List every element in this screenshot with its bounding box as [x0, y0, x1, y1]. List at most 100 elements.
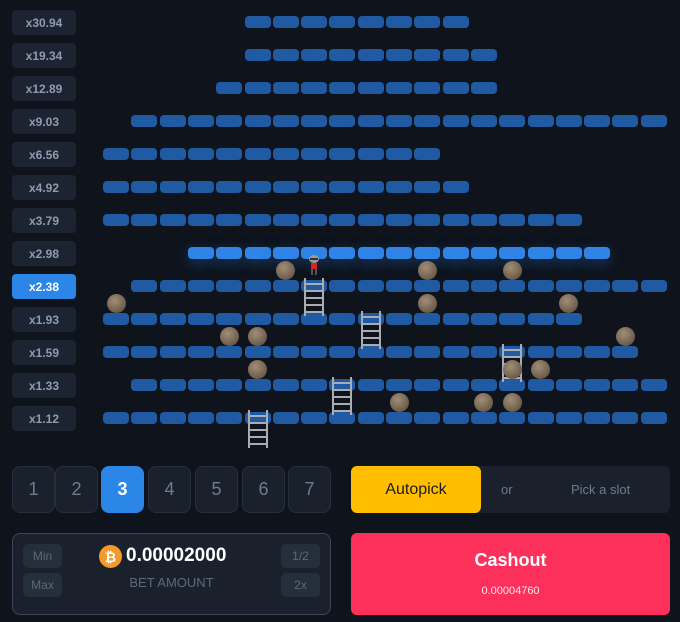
platform-slot[interactable] [301, 247, 328, 259]
multiplier-label: x1.33 [12, 373, 76, 398]
platform-slot [187, 313, 214, 325]
multiplier-label: x1.12 [12, 406, 76, 431]
platform-slot [103, 181, 129, 193]
platform-slot[interactable] [216, 247, 243, 259]
difficulty-button-2[interactable]: 2 [55, 466, 98, 513]
platform-slot [527, 214, 554, 226]
platform-slot [386, 16, 412, 28]
platform-slot[interactable] [470, 247, 497, 259]
double-button[interactable]: 2x [281, 573, 320, 597]
platform-slot [272, 280, 299, 292]
platform-slot[interactable] [272, 247, 299, 259]
multiplier-label: x6.56 [12, 142, 76, 167]
platform-slot[interactable] [499, 247, 526, 259]
platform-slot [187, 115, 214, 127]
platform-slot [187, 214, 214, 226]
platform-slot [442, 412, 469, 424]
platform-slot [386, 346, 412, 358]
min-button[interactable]: Min [23, 544, 62, 568]
cashout-label: Cashout [474, 550, 547, 570]
platform-slot [527, 280, 554, 292]
platform-slot [329, 82, 356, 94]
platform-slot [131, 280, 158, 292]
platform-slot[interactable] [357, 247, 384, 259]
multiplier-label: x4.92 [12, 175, 76, 200]
platform-slot [357, 346, 384, 358]
platform-slot[interactable] [386, 247, 412, 259]
platform-slot [272, 313, 299, 325]
bitcoin-icon: ₿ [99, 545, 122, 568]
platform-slot [216, 346, 243, 358]
platform-slot [499, 115, 526, 127]
platform-slot [584, 115, 611, 127]
platform-slot[interactable] [329, 247, 356, 259]
difficulty-button-7[interactable]: 7 [288, 466, 331, 513]
platform-slot [499, 214, 526, 226]
platform-slot [216, 115, 243, 127]
platform-slot [216, 82, 243, 94]
platform-slot [357, 16, 384, 28]
platform-slot [329, 412, 356, 424]
autopick-button[interactable]: Autopick [351, 466, 481, 513]
platform-slot [527, 313, 554, 325]
platform-slot [329, 214, 356, 226]
platform-slot [301, 115, 328, 127]
platform-slot[interactable] [244, 247, 271, 259]
rock-icon [502, 360, 522, 379]
platform-slot [499, 379, 526, 391]
platform-slot [329, 313, 356, 325]
platform-slot [216, 148, 243, 160]
rock-icon [417, 261, 437, 280]
cashout-button[interactable]: Cashout 0.00004760 [351, 533, 670, 615]
platform-slot[interactable] [584, 247, 611, 259]
platform-slot[interactable] [187, 247, 214, 259]
platform-slot [216, 214, 243, 226]
platform-slot [216, 280, 243, 292]
difficulty-button-3[interactable]: 3 [101, 466, 144, 513]
max-button[interactable]: Max [23, 573, 62, 597]
bet-amount-panel: Min Max 1/2 2x ₿ 0.00002000 BET AMOUNT [12, 533, 331, 615]
platform-slot [301, 16, 328, 28]
platform-slot [612, 280, 639, 292]
platform-slot[interactable] [442, 247, 469, 259]
platform-slot [216, 181, 243, 193]
platform-slot [301, 412, 328, 424]
platform-slot [555, 280, 582, 292]
multiplier-label: x9.03 [12, 109, 76, 134]
platform-slot [442, 214, 469, 226]
platform-slot [386, 82, 412, 94]
bet-amount-input[interactable]: 0.00002000 [126, 545, 227, 566]
platform-slot [414, 115, 441, 127]
platform-slot [159, 214, 186, 226]
platform-slot [386, 313, 412, 325]
platform-slot [386, 280, 412, 292]
rock-icon [276, 261, 296, 280]
platform-slot [357, 379, 384, 391]
platform-slot[interactable] [555, 247, 582, 259]
multiplier-label: x2.38 [12, 274, 76, 299]
multiplier-label: x19.34 [12, 43, 76, 68]
cashout-value: 0.00004760 [481, 585, 540, 597]
platform-slot [272, 346, 299, 358]
platform-slot [414, 16, 441, 28]
platform-slot[interactable] [527, 247, 554, 259]
platform-slot [414, 49, 441, 61]
platform-slot [527, 379, 554, 391]
difficulty-button-5[interactable]: 5 [195, 466, 238, 513]
platform-slot [386, 412, 412, 424]
difficulty-button-6[interactable]: 6 [242, 466, 285, 513]
platform-slot [131, 346, 158, 358]
half-button[interactable]: 1/2 [281, 544, 320, 568]
platform-slot [414, 346, 441, 358]
difficulty-button-1[interactable]: 1 [12, 466, 55, 513]
platform-slot [187, 181, 214, 193]
platform-slot [159, 379, 186, 391]
platform-slot [357, 280, 384, 292]
platform-slot[interactable] [414, 247, 441, 259]
difficulty-button-4[interactable]: 4 [148, 466, 191, 513]
game-board[interactable] [0, 0, 680, 460]
pick-slot-hint: Pick a slot [571, 482, 631, 497]
platform-slot [329, 49, 356, 61]
platform-slot [584, 379, 611, 391]
platform-slot [103, 148, 129, 160]
